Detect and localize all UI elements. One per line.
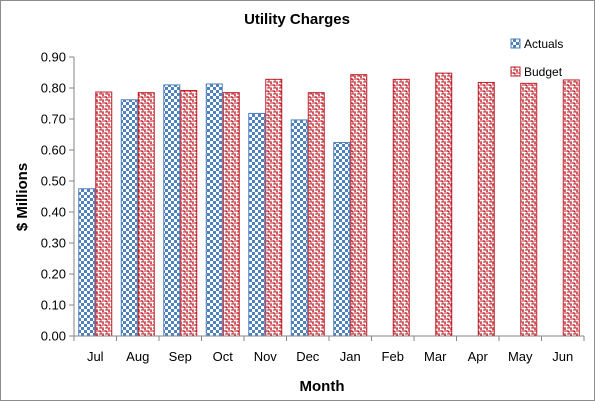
y-tick-labels: 0.00 0.10 0.20 0.30 0.40 0.50 0.60 0.70 0.80 0.90 — [41, 50, 66, 344]
x-tick-label: Jan — [340, 349, 361, 364]
x-tick-label: Sep — [169, 349, 192, 364]
x-tick-label: Apr — [468, 349, 489, 364]
x-axis-label: Month — [300, 378, 345, 395]
legend: Actuals Budget — [510, 37, 563, 79]
bar-actuals-dec — [290, 119, 308, 337]
bar-budget-jun — [562, 79, 580, 337]
bar-actuals-oct — [205, 83, 223, 337]
bar-budget-sep — [180, 89, 198, 337]
y-tick-label: 0.40 — [41, 205, 66, 220]
bar-budget-aug — [137, 92, 155, 337]
y-tick-label: 0.30 — [41, 236, 66, 251]
x-tick-label: May — [508, 349, 533, 364]
bar-actuals-sep — [163, 84, 181, 337]
bar-budget-oct — [222, 92, 240, 337]
legend-swatch-budget — [510, 66, 521, 77]
x-tick-label: Jul — [87, 349, 104, 364]
bar-actuals-aug — [120, 99, 138, 337]
bar-budget-feb — [392, 78, 410, 337]
bar-budget-apr — [477, 81, 495, 337]
x-tick-labels: Jul Aug Sep Oct Nov Dec Jan Feb Mar Apr May Jun — [87, 349, 573, 364]
bar-actuals-jan — [333, 142, 351, 337]
bar-budget-jan — [350, 74, 368, 337]
bar-budget-may — [520, 82, 538, 337]
bar-budget-nov — [265, 78, 283, 337]
y-tick-label: 0.00 — [41, 329, 66, 344]
x-tick-label: Aug — [126, 349, 149, 364]
bar-actuals-jul — [78, 188, 96, 337]
y-tick-label: 0.90 — [41, 50, 66, 65]
legend-swatch-actuals — [510, 38, 521, 49]
x-tick-label: Oct — [213, 349, 234, 364]
bar-budget-mar — [435, 72, 453, 337]
x-tick-label: Feb — [382, 349, 404, 364]
x-tick-label: Jun — [552, 349, 573, 364]
y-tick-label: 0.80 — [41, 81, 66, 96]
chart-title: Utility Charges — [244, 11, 350, 28]
y-tick-label: 0.60 — [41, 143, 66, 158]
x-tick-label: Nov — [254, 349, 278, 364]
y-tick-label: 0.20 — [41, 267, 66, 282]
y-tick-label: 0.50 — [41, 174, 66, 189]
legend-label-budget: Budget — [524, 65, 563, 79]
bar-budget-dec — [307, 92, 325, 337]
bar-budget-jul — [95, 91, 113, 337]
y-axis-label: $ Millions — [14, 163, 31, 231]
y-tick-label: 0.70 — [41, 112, 66, 127]
axes-group — [69, 56, 585, 341]
legend-label-actuals: Actuals — [524, 37, 563, 51]
x-tick-label: Mar — [424, 349, 447, 364]
bars-group — [78, 72, 580, 337]
y-tick-label: 0.10 — [41, 298, 66, 313]
bar-actuals-nov — [248, 112, 266, 337]
x-tick-label: Dec — [296, 349, 320, 364]
